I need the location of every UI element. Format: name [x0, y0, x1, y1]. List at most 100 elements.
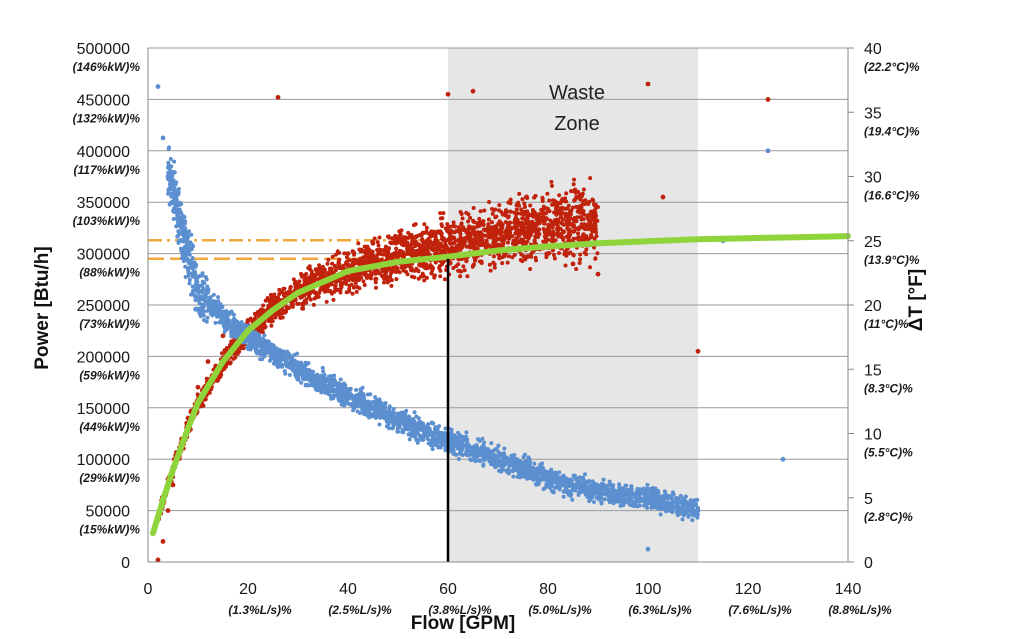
- delta-t-point: [260, 357, 265, 362]
- power-point: [419, 274, 424, 279]
- power-point: [451, 265, 456, 270]
- power-point: [521, 254, 526, 259]
- power-point: [595, 218, 600, 223]
- power-point: [588, 176, 593, 181]
- power-point: [523, 257, 528, 262]
- power-point: [504, 210, 509, 215]
- delta-t-point: [381, 411, 386, 416]
- power-point: [486, 225, 491, 230]
- power-point: [420, 230, 426, 236]
- delta-t-point: [695, 497, 700, 502]
- delta-t-point: [277, 361, 282, 366]
- power-point: [432, 273, 437, 278]
- power-point: [507, 230, 512, 235]
- power-point: [533, 255, 538, 260]
- power-point: [300, 301, 305, 306]
- power-point: [438, 274, 443, 279]
- power-point: [399, 265, 404, 270]
- delta-t-point: [395, 429, 400, 434]
- power-point: [517, 191, 522, 196]
- power-point: [350, 291, 355, 296]
- power-point: [195, 384, 201, 390]
- power-point: [554, 210, 559, 215]
- power-point: [372, 269, 377, 274]
- delta-t-point: [466, 442, 471, 447]
- power-point: [582, 212, 587, 217]
- power-point: [564, 199, 569, 204]
- power-point: [594, 234, 599, 239]
- power-point: [528, 221, 533, 226]
- delta-t-point: [200, 273, 205, 278]
- delta-t-point: [327, 374, 332, 379]
- power-point: [170, 482, 176, 488]
- power-point: [568, 208, 573, 213]
- power-point: [493, 235, 498, 240]
- power-point: [258, 328, 263, 333]
- power-point: [355, 277, 360, 282]
- power-point: [409, 274, 414, 279]
- power-point: [373, 285, 378, 290]
- power-point: [540, 207, 545, 212]
- power-point: [499, 210, 504, 215]
- power-point: [315, 272, 320, 277]
- power-point: [439, 222, 444, 227]
- delta-t-point: [219, 304, 224, 309]
- power-point: [575, 209, 580, 214]
- power-point: [220, 333, 226, 339]
- power-point: [532, 225, 537, 230]
- delta-t-point: [477, 438, 482, 443]
- delta-t-point: [355, 409, 360, 414]
- power-point: [356, 241, 361, 246]
- delta-t-point: [308, 383, 313, 388]
- power-point: [387, 235, 392, 240]
- power-point: [589, 232, 594, 237]
- power-point: [515, 211, 520, 216]
- delta-t-point: [326, 392, 331, 397]
- power-point: [382, 269, 387, 274]
- power-point: [397, 251, 402, 256]
- power-point: [581, 187, 586, 192]
- power-point: [553, 222, 558, 227]
- delta-t-point: [197, 309, 202, 314]
- delta-t-point: [391, 406, 396, 411]
- power-point: [308, 291, 313, 296]
- power-point: [515, 221, 520, 226]
- power-point: [390, 240, 395, 245]
- power-point: [448, 234, 453, 239]
- delta-t-point: [232, 316, 237, 321]
- delta-t-point: [401, 430, 406, 435]
- power-point: [522, 217, 527, 222]
- delta-t-point: [662, 489, 667, 494]
- delta-t-point: [686, 514, 691, 519]
- power-point: [578, 257, 583, 262]
- power-point: [422, 222, 427, 227]
- power-point: [353, 257, 358, 262]
- delta-t-point: [414, 414, 419, 419]
- power-point: [545, 251, 551, 256]
- power-point: [553, 232, 558, 237]
- power-point: [532, 238, 537, 243]
- power-point: [296, 301, 301, 306]
- power-point: [520, 197, 525, 202]
- delta-t-point: [516, 470, 521, 475]
- power-point: [570, 205, 575, 210]
- power-point: [290, 304, 295, 309]
- power-point: [457, 230, 462, 235]
- power-point: [591, 212, 596, 217]
- power-point: [558, 201, 563, 206]
- power-point: [490, 207, 495, 212]
- delta-t-point: [391, 424, 396, 429]
- power-point: [587, 218, 592, 223]
- power-point: [281, 286, 286, 291]
- delta-t-point: [496, 443, 501, 448]
- power-point: [326, 257, 331, 262]
- power-point: [471, 205, 476, 210]
- power-point: [505, 260, 510, 265]
- power-point: [362, 283, 367, 288]
- power-point: [550, 248, 555, 253]
- delta-t-point: [186, 261, 191, 266]
- power-point: [487, 199, 492, 204]
- power-point: [356, 260, 361, 265]
- delta-t-point: [619, 503, 624, 508]
- power-point: [541, 204, 546, 209]
